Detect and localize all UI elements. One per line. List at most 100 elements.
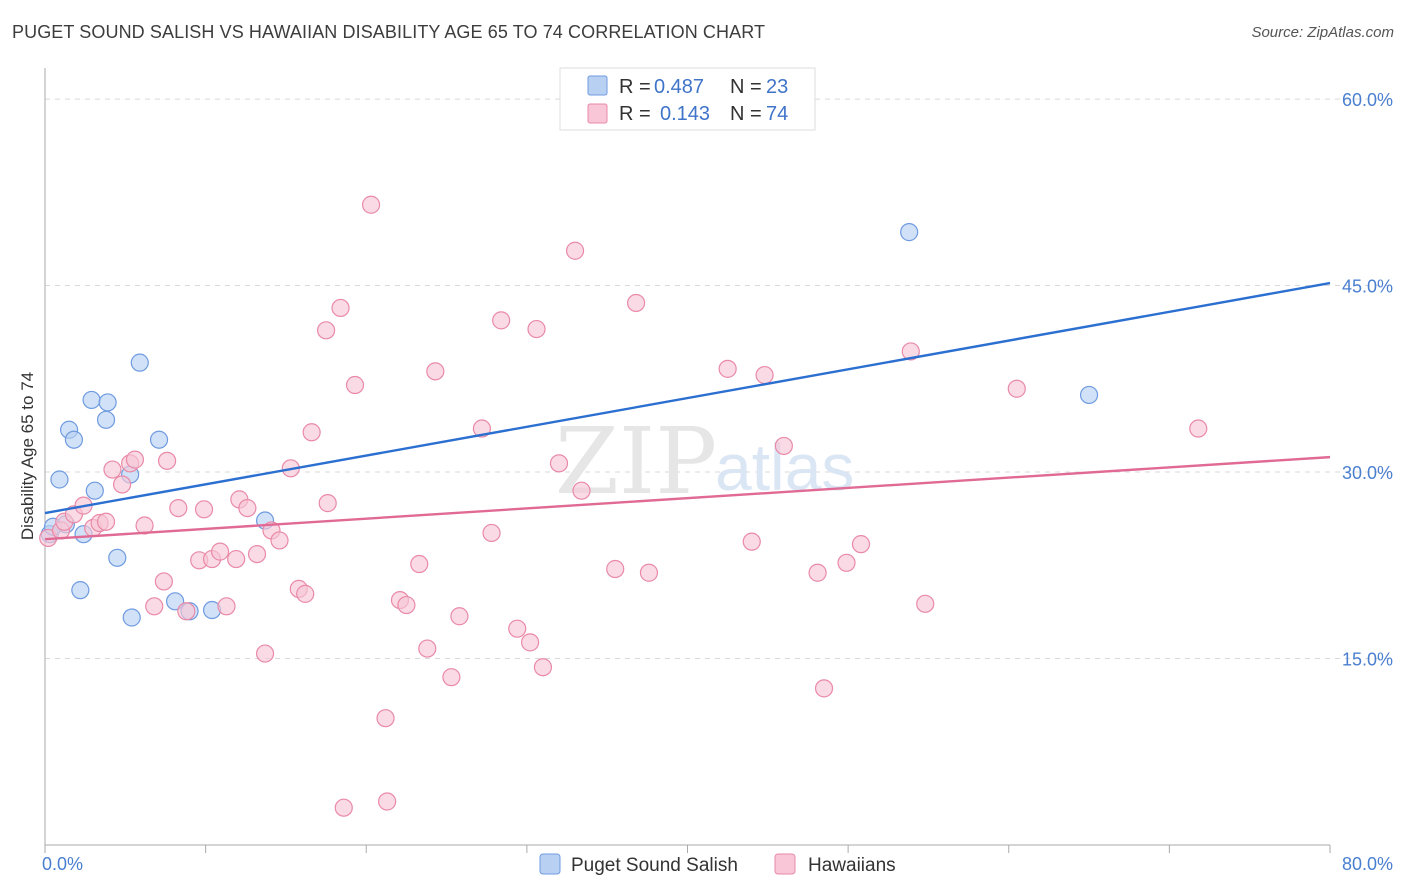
- point-salish-2: [50, 470, 69, 489]
- point-hawaiians-19: [194, 500, 214, 519]
- point-hawaiians-53: [520, 633, 540, 652]
- trend-lines: [44, 281, 1331, 541]
- point-hawaiians-51: [492, 311, 511, 330]
- point-hawaiians-65: [774, 436, 793, 456]
- point-salish-12: [108, 548, 127, 567]
- legend-swatch-salish: [587, 75, 608, 96]
- point-hawaiians-46: [426, 362, 445, 381]
- point-hawaiians-59: [606, 559, 625, 579]
- point-hawaiians-69: [851, 535, 871, 554]
- trend-line-hawaiians: [44, 455, 1331, 541]
- bottom-legend-swatch-hawaiians: [774, 853, 796, 875]
- bottom-legend-label-salish: Puget Sound Salish: [571, 855, 738, 876]
- point-hawaiians-23: [227, 549, 246, 569]
- bottom-legend: Puget Sound Salish Hawaiians: [539, 853, 896, 876]
- point-hawaiians-47: [442, 668, 461, 687]
- legend-swatch-hawaiians: [587, 103, 608, 124]
- point-hawaiians-16: [169, 498, 188, 518]
- point-hawaiians-32: [296, 584, 315, 603]
- point-hawaiians-34: [316, 321, 336, 340]
- point-hawaiians-9: [112, 475, 132, 494]
- y-tick-label-15: 15.0%: [1342, 650, 1393, 670]
- point-hawaiians-63: [742, 532, 761, 551]
- point-hawaiians-17: [177, 602, 196, 621]
- point-salish-11: [98, 393, 117, 412]
- point-hawaiians-33: [302, 423, 321, 442]
- point-salish-21: [900, 223, 919, 242]
- point-hawaiians-57: [565, 241, 585, 260]
- point-hawaiians-27: [255, 644, 275, 663]
- point-hawaiians-56: [549, 454, 569, 473]
- point-hawaiians-52: [508, 619, 527, 638]
- point-hawaiians-67: [814, 679, 834, 698]
- bottom-legend-label-hawaiians: Hawaiians: [808, 855, 896, 876]
- point-hawaiians-60: [626, 293, 646, 313]
- legend-n-value-salish: 23: [766, 76, 788, 98]
- point-hawaiians-22: [217, 597, 236, 616]
- point-hawaiians-36: [331, 298, 350, 318]
- point-hawaiians-7: [96, 512, 116, 531]
- chart-source: Source: ZipAtlas.com: [1251, 24, 1394, 41]
- point-hawaiians-43: [397, 595, 416, 615]
- point-hawaiians-54: [527, 319, 546, 339]
- legend-r-value-hawaiians: 0.143: [660, 103, 710, 125]
- point-hawaiians-41: [378, 792, 397, 811]
- point-hawaiians-70: [901, 342, 920, 361]
- point-hawaiians-73: [1189, 419, 1208, 438]
- x-tick-label-max: 80.0%: [1342, 854, 1393, 874]
- point-salish-10: [96, 410, 116, 429]
- y-tick-label-45: 45.0%: [1342, 277, 1393, 297]
- point-hawaiians-44: [410, 554, 429, 574]
- point-hawaiians-11: [125, 450, 145, 469]
- x-ticks: [44, 845, 1331, 853]
- point-hawaiians-8: [103, 460, 122, 479]
- legend-box: R = 0.487 N = 23 R = 0.143 N = 74: [559, 67, 816, 131]
- point-hawaiians-49: [472, 419, 491, 438]
- point-salish-9: [85, 481, 104, 500]
- point-salish-6: [71, 581, 90, 600]
- point-salish-16: [149, 430, 169, 449]
- point-hawaiians-40: [376, 709, 395, 728]
- gridlines: [45, 98, 1393, 660]
- legend-n-value-hawaiians: 74: [766, 103, 788, 125]
- point-hawaiians-55: [533, 658, 553, 677]
- watermark: ZIP atlas: [555, 408, 854, 515]
- point-hawaiians-35: [318, 494, 337, 513]
- point-salish-8: [82, 390, 101, 410]
- point-hawaiians-29: [270, 531, 289, 550]
- point-hawaiians-15: [157, 451, 177, 470]
- point-hawaiians-21: [210, 542, 230, 561]
- point-hawaiians-62: [718, 359, 737, 378]
- legend-r-label-salish: R =: [619, 76, 651, 98]
- point-salish-22: [1079, 385, 1099, 405]
- point-hawaiians-37: [334, 798, 353, 817]
- point-hawaiians-66: [808, 563, 827, 582]
- point-hawaiians-64: [755, 365, 774, 385]
- point-salish-5: [64, 430, 84, 449]
- y-tick-label-30: 30.0%: [1342, 463, 1393, 483]
- point-hawaiians-72: [1007, 379, 1026, 398]
- point-hawaiians-48: [450, 607, 469, 626]
- point-hawaiians-68: [837, 553, 856, 572]
- y-axis-label: Disability Age 65 to 74: [18, 372, 37, 540]
- point-hawaiians-25: [238, 498, 257, 518]
- point-hawaiians-50: [482, 523, 501, 543]
- point-hawaiians-14: [154, 572, 173, 591]
- bottom-legend-swatch-salish: [539, 853, 561, 875]
- legend-n-label-hawaiians: N =: [730, 103, 762, 125]
- x-tick-label-min: 0.0%: [42, 854, 83, 874]
- y-tick-label-60: 60.0%: [1342, 90, 1393, 110]
- data-points: [39, 195, 1208, 817]
- point-hawaiians-71: [916, 594, 935, 613]
- point-salish-13: [122, 608, 141, 627]
- legend-r-value-salish: 0.487: [654, 76, 704, 98]
- point-hawaiians-45: [418, 639, 437, 658]
- point-salish-15: [130, 353, 149, 372]
- point-hawaiians-26: [247, 544, 267, 564]
- chart-title: PUGET SOUND SALISH VS HAWAIIAN DISABILIT…: [12, 22, 766, 42]
- trend-line-salish: [44, 281, 1331, 515]
- point-hawaiians-38: [345, 375, 365, 395]
- legend-r-label-hawaiians: R =: [619, 103, 651, 125]
- point-hawaiians-58: [572, 481, 591, 500]
